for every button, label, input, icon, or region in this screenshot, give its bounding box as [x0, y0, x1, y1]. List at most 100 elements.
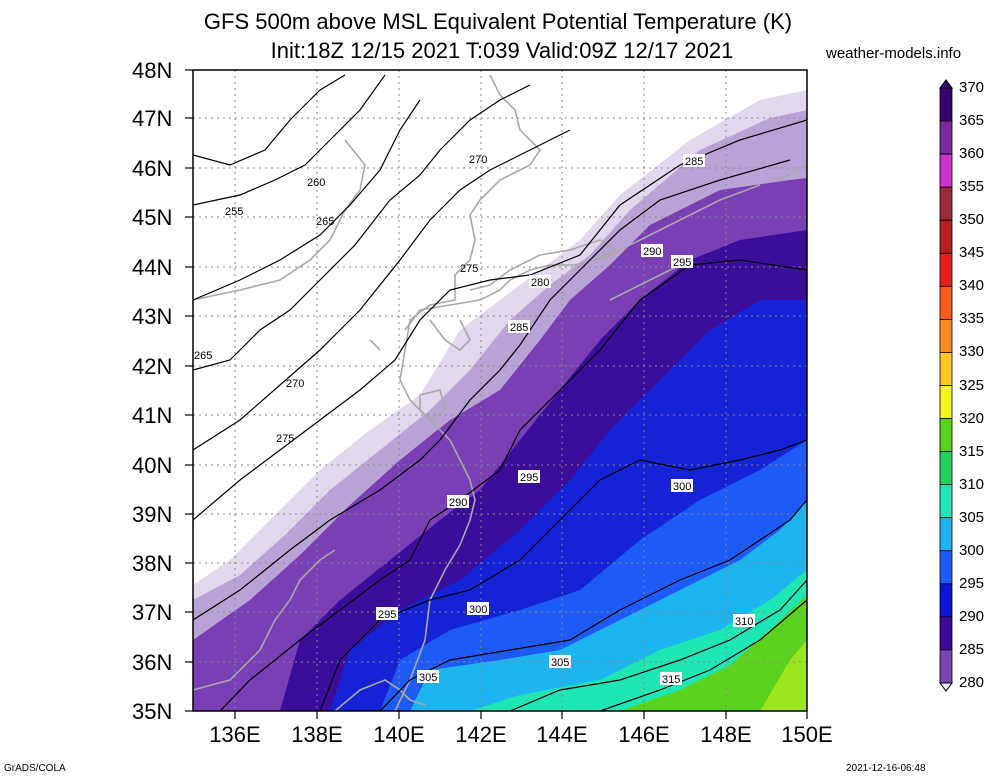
colorbar-label: 290 — [959, 607, 985, 625]
lon-label: 144E — [536, 722, 588, 747]
lon-label: 148E — [700, 722, 752, 747]
colorbar-swatch — [939, 318, 953, 353]
svg-text:285: 285 — [685, 156, 703, 168]
contour-label: 270 — [469, 154, 487, 166]
svg-text:305: 305 — [551, 657, 569, 669]
svg-text:260: 260 — [307, 177, 325, 189]
colorbar-swatch — [939, 550, 953, 585]
contour-labels: 255 260 265 265 270 270 275 275 280 285 … — [194, 154, 755, 686]
svg-text:265: 265 — [194, 350, 212, 362]
tick-marks — [185, 69, 808, 719]
svg-text:295: 295 — [673, 257, 691, 269]
colorbar-swatch — [939, 352, 953, 386]
colorbar-label: 350 — [959, 211, 985, 229]
contour-label: 310 — [735, 616, 753, 628]
contour-label: 315 — [662, 674, 680, 686]
svg-text:295: 295 — [378, 609, 396, 621]
contour-label: 280 — [531, 277, 549, 289]
lon-label: 136E — [209, 722, 261, 747]
svg-text:305: 305 — [419, 672, 437, 684]
lat-label: 44N — [132, 255, 173, 280]
colorbar-swatch — [939, 285, 953, 320]
contour-label: 295 — [673, 257, 691, 269]
site-label: weather-models.info — [826, 45, 962, 62]
colorbar-swatch — [939, 153, 953, 188]
lat-label: 36N — [132, 650, 173, 675]
contour-label: 305 — [551, 657, 569, 669]
band-325 — [760, 640, 807, 711]
contour-label: 270 — [286, 378, 304, 390]
svg-text:300: 300 — [673, 481, 691, 493]
colorbar-swatch — [939, 252, 953, 287]
contour-label: 305 — [419, 672, 437, 684]
contour-label: 290 — [449, 497, 467, 509]
band-320 — [620, 595, 807, 711]
colorbar-swatch — [939, 517, 953, 552]
chart-title: GFS 500m above MSL Equivalent Potential … — [203, 9, 793, 34]
lat-label: 41N — [132, 403, 173, 428]
lat-label: 45N — [132, 205, 173, 230]
svg-text:270: 270 — [286, 378, 304, 390]
colorbar-swatch — [939, 87, 953, 122]
lat-label: 39N — [132, 502, 173, 527]
lat-label: 47N — [132, 106, 173, 131]
colorbar-swatch — [939, 616, 953, 651]
lat-label: 43N — [132, 304, 173, 329]
contour-label: 275 — [276, 433, 294, 445]
colorbar-swatch — [939, 649, 953, 684]
lat-label: 35N — [132, 699, 173, 724]
lat-label: 42N — [132, 354, 173, 379]
colorbar-label: 360 — [959, 145, 985, 163]
colorbar-swatch — [939, 451, 953, 486]
svg-text:275: 275 — [276, 433, 294, 445]
contour-label: 295 — [378, 609, 396, 621]
field-layer — [193, 70, 807, 711]
contour-label: 300 — [469, 604, 487, 616]
chart-subtitle: Init:18Z 12/15 2021 T:039 Valid:09Z 12/1… — [270, 38, 734, 63]
lat-label: 38N — [132, 551, 173, 576]
lon-label: 138E — [291, 722, 343, 747]
colorbar-label: 370 — [959, 79, 985, 96]
lat-label: 37N — [132, 600, 173, 625]
contour-label: 265 — [194, 350, 212, 362]
contour-label: 265 — [316, 216, 334, 228]
svg-text:275: 275 — [460, 263, 478, 275]
colorbar-label: 310 — [959, 475, 985, 493]
gridlines — [193, 70, 807, 711]
svg-text:280: 280 — [531, 277, 549, 289]
colorbar — [939, 79, 953, 692]
colorbar-swatch — [939, 418, 953, 453]
colorbar-swatch — [939, 219, 953, 254]
plot-frame — [192, 69, 808, 712]
contour-label: 255 — [225, 206, 243, 218]
footer-timestamp: 2021-12-16-06:48 — [846, 763, 926, 774]
colorbar-swatch — [939, 583, 953, 618]
colorbar-label: 295 — [959, 574, 985, 592]
lon-label: 146E — [618, 722, 670, 747]
lon-label: 140E — [373, 722, 425, 747]
svg-text:285: 285 — [510, 322, 528, 334]
contour-label: 260 — [307, 177, 325, 189]
colorbar-label: 330 — [959, 343, 985, 361]
contour-label: 295 — [520, 472, 538, 484]
svg-text:270: 270 — [469, 154, 487, 166]
colorbar-swatch — [939, 385, 953, 419]
lat-label: 46N — [132, 156, 173, 181]
colorbar-label: 280 — [959, 674, 985, 691]
colorbar-label: 285 — [959, 640, 985, 658]
svg-text:255: 255 — [225, 206, 243, 218]
colorbar-label: 315 — [959, 442, 985, 460]
colorbar-label: 335 — [959, 310, 985, 328]
colorbar-bottom-arrow — [939, 682, 953, 692]
lon-label: 142E — [455, 722, 507, 747]
lon-label: 150E — [781, 722, 833, 747]
contour-label: 290 — [643, 246, 661, 258]
lat-label: 40N — [132, 453, 173, 478]
contour-label: 285 — [685, 156, 703, 168]
svg-text:310: 310 — [735, 616, 753, 628]
contours — [193, 74, 807, 711]
svg-text:300: 300 — [469, 604, 487, 616]
svg-text:295: 295 — [520, 472, 538, 484]
colorbar-label: 365 — [959, 112, 985, 130]
